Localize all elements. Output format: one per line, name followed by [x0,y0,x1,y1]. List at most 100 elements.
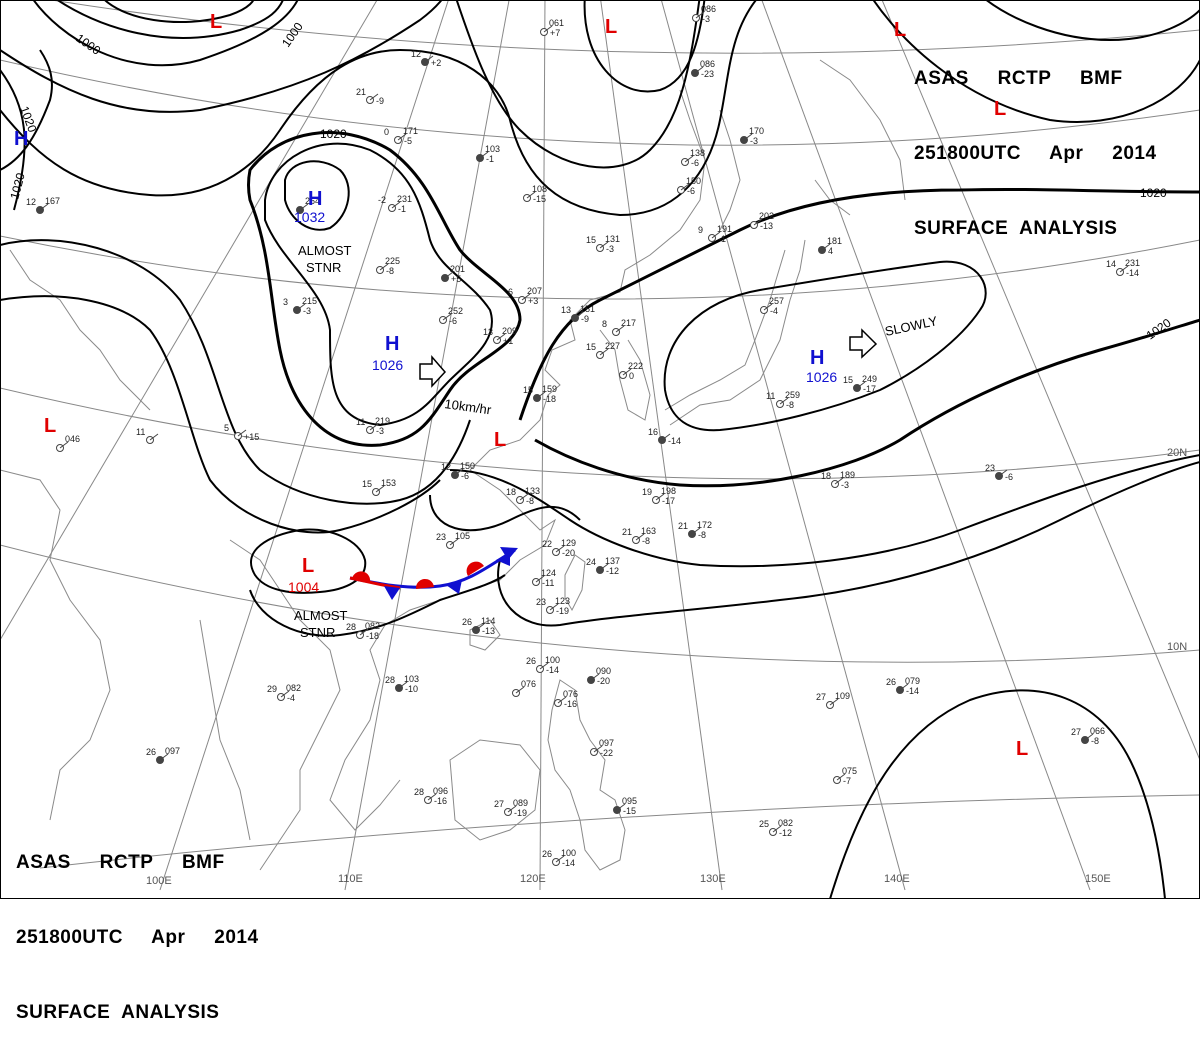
station-pressure: 075 [842,766,857,776]
wind-barb [1119,265,1129,273]
isobar-b [55,0,285,39]
wind-barb [442,313,452,321]
station-tendency: -19 [514,808,527,818]
station-pressure: 191 [717,224,732,234]
station-pressure: 219 [375,416,390,426]
station-temperature: 21 [622,527,632,537]
wind-barb [479,151,489,159]
station-tendency: 4 [828,246,833,256]
wind-barb [836,773,846,781]
station-temperature: 27 [1071,727,1081,737]
isobar-label: 1000 [279,20,306,50]
station-plot: 13 209+1 [483,326,517,346]
isobar-k [0,49,53,171]
station-pressure: 207 [527,286,542,296]
station-temperature: 27 [816,692,826,702]
station-tendency: -12 [779,828,792,838]
coast-hainan [469,619,501,651]
wind-barb [280,690,290,698]
wind-barb [753,218,763,226]
wind-barb [444,271,454,279]
wind-barb [998,469,1008,477]
front-cold-triangle-4 [500,547,518,560]
lon-label: 150E [1085,873,1111,885]
coast-taiwan [564,554,586,612]
station-plot: 8 217 [602,318,636,336]
station-plot: 25 082-12 [759,818,793,838]
station-pressure: 100 [561,848,576,858]
station-temperature: 15 [586,235,596,245]
station-tendency: -11 [542,578,554,588]
station-pressure: 201 [450,264,465,274]
wind-barb [369,423,379,431]
isobar-n [449,454,1200,568]
station-plot: 11 259-8 [766,390,800,410]
wind-barb [521,293,531,301]
station-tendency: -17 [863,384,876,394]
station-tendency: -14 [1126,268,1139,278]
station-temperature: 25 [759,819,769,829]
station-tendency: -14 [668,436,681,446]
station-pressure: 231 [397,194,412,204]
station-tendency: -14 [906,686,919,696]
isobar-c [103,0,255,24]
station-tendency: -4 [770,306,778,316]
station-temperature: 28 [346,622,356,632]
station-plot: 15 131-3 [586,234,620,254]
isobars [0,0,1200,899]
station-plot: 27 066-8 [1071,726,1105,746]
coast-india [0,469,111,821]
system-note-line2: STNR [300,625,335,640]
meridian-90e [0,0,378,641]
station-pressure: 108 [532,184,547,194]
isobar-o [429,494,581,532]
title-line-3: SURFACE ANALYSIS [914,218,1118,239]
station-pressure: 123 [555,596,570,606]
wind-barb [856,381,866,389]
coast-south-china [329,469,557,831]
station-temperature: 13 [483,327,493,337]
station-tendency: -20 [597,676,610,686]
station-pressure: 097 [165,746,180,756]
isobar-s [829,689,1166,899]
wind-barb [574,311,584,319]
title-line-1: ASAS RCTP BMF [16,852,225,873]
station-temperature: 27 [494,799,504,809]
station-pressure: 227 [605,341,620,351]
isobar-1032 [284,160,350,231]
lat-label-20n: 20N [1167,447,1187,459]
station-plot: 6 207+3 [508,286,542,306]
title-line-1: ASAS RCTP BMF [914,68,1123,89]
station-temperature: 11 [356,417,365,427]
station-pressure: 076 [563,689,578,699]
station-plot: 23 105 [436,531,470,549]
station-plot: 086-3 [692,4,716,24]
wind-barb [1084,733,1094,741]
wind-barb [237,429,247,437]
station-pressure: 096 [433,786,448,796]
station-pressure: 150 [460,461,475,471]
station-pressure: 249 [862,374,877,384]
station-plot: 11 219-3 [356,416,390,436]
motion-slowly-label: SLOWLY [884,313,939,339]
low-center-marker: L [302,555,314,577]
station-pressure: 100 [545,655,560,665]
station-temperature: 23 [536,597,546,607]
station-plot: 264 [296,196,320,214]
station-tendency: -22 [600,748,613,758]
motion-arrow-1026 [419,354,447,388]
station-pressure: 090 [596,666,611,676]
station-temperature: 5 [224,423,229,433]
wind-barb [599,348,609,356]
system-note-line2: STNR [306,260,341,275]
station-tendency: -7 [843,776,851,786]
wind-barb [555,545,565,553]
station-temperature: 15 [586,342,596,352]
high-center-marker: H [810,347,824,369]
station-pressure: 209 [502,326,517,336]
title-line-2: 251800UTC Apr 2014 [914,143,1157,164]
station-pressure: 231 [1125,258,1140,268]
station-temperature: 13 [561,305,571,315]
station-plot: 21 163-8 [622,526,656,546]
